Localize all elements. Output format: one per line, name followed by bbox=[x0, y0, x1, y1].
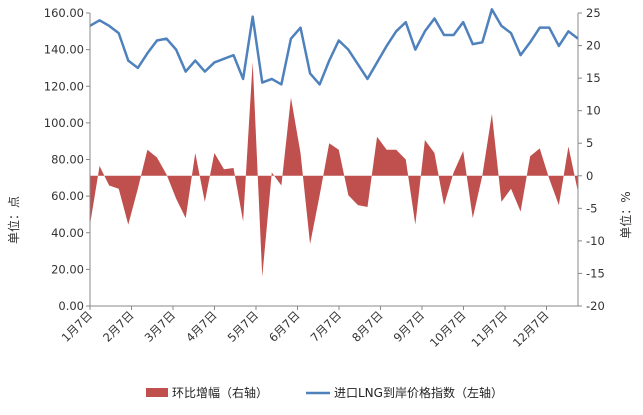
left-axis-tick-label: 140.00 bbox=[44, 43, 84, 57]
x-axis-tick-label: 12月7日 bbox=[510, 308, 552, 350]
area-series-mom-change bbox=[90, 61, 578, 277]
right-axis-tick-label: -15 bbox=[586, 266, 605, 280]
line-series-lng-price-index bbox=[89, 8, 579, 86]
x-axis-tick-label: 6月7日 bbox=[266, 308, 303, 345]
right-axis-tick-label: 0 bbox=[586, 169, 593, 183]
right-axis-tick-label: 15 bbox=[586, 71, 601, 85]
left-axis-tick-label: 0.00 bbox=[58, 299, 84, 313]
x-axis-tick-label: 3月7日 bbox=[142, 308, 179, 345]
legend-swatch-area bbox=[146, 388, 168, 397]
legend: 环比增幅（右轴） 进口LNG到岸价格指数（左轴） bbox=[146, 385, 503, 400]
y-right-axis-title: 单位：% bbox=[618, 191, 633, 238]
left-axis-tick-label: 80.00 bbox=[51, 153, 84, 167]
right-axis-tick-label: 25 bbox=[586, 6, 601, 20]
x-axis-tick-label: 7月7日 bbox=[308, 308, 345, 345]
x-axis: 1月7日 2月7日 3月7日 4月7日 5月7日 6月7日 7月7日 8月7日 9月7日 10月7… bbox=[59, 305, 578, 350]
right-axis: -20 -15 -10 -5 0 5 10 15 20 25 bbox=[577, 6, 605, 313]
y-left-axis-title: 单位：点 bbox=[6, 196, 21, 244]
right-axis-tick-label: 10 bbox=[586, 104, 601, 118]
left-axis-tick-label: 60.00 bbox=[51, 189, 84, 203]
x-axis-tick-label: 2月7日 bbox=[100, 308, 137, 345]
x-axis-tick-label: 4月7日 bbox=[183, 308, 220, 345]
x-axis-tick-label: 5月7日 bbox=[225, 308, 262, 345]
x-axis-tick-label: 10月7日 bbox=[427, 308, 469, 350]
right-axis-tick-label: -10 bbox=[586, 234, 605, 248]
left-axis-tick-label: 160.00 bbox=[44, 6, 84, 20]
x-axis-tick-label: 11月7日 bbox=[468, 308, 510, 350]
legend-label-area: 环比增幅（右轴） bbox=[172, 385, 268, 400]
x-axis-tick-label: 8月7日 bbox=[349, 308, 386, 345]
right-axis-tick-label: -20 bbox=[586, 299, 605, 313]
left-axis-tick-label: 120.00 bbox=[44, 79, 84, 93]
right-axis-tick-label: 5 bbox=[586, 136, 593, 150]
legend-label-line: 进口LNG到岸价格指数（左轴） bbox=[334, 385, 503, 400]
x-axis-tick-label: 1月7日 bbox=[59, 308, 96, 345]
left-axis-tick-label: 40.00 bbox=[51, 226, 84, 240]
left-axis-tick-label: 100.00 bbox=[44, 116, 84, 130]
right-axis-tick-label: 20 bbox=[586, 39, 601, 53]
x-axis-tick-label: 9月7日 bbox=[391, 308, 428, 345]
right-axis-tick-label: -5 bbox=[586, 201, 597, 215]
left-axis-tick-label: 20.00 bbox=[51, 262, 84, 276]
left-axis: 0.00 20.00 40.00 60.00 80.00 100.00 120.00 140.… bbox=[44, 6, 91, 313]
plot-area bbox=[89, 8, 579, 277]
